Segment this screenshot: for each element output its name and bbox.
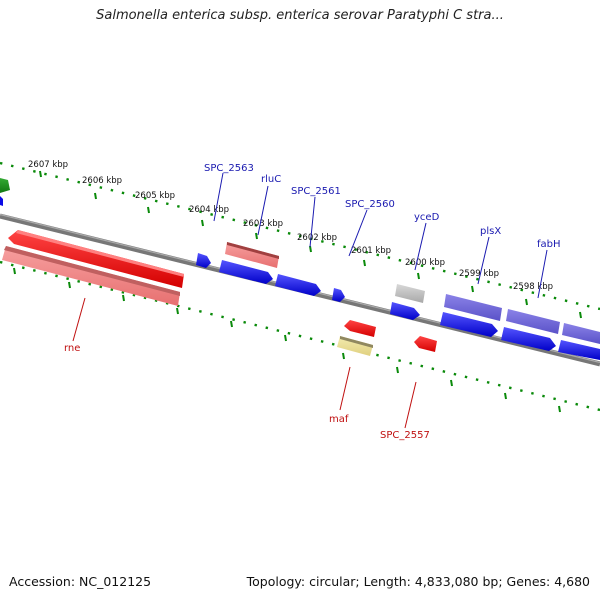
gene-blue-edge-right[interactable] (558, 340, 600, 360)
major-tick (284, 334, 287, 342)
major-tick (39, 170, 42, 178)
major-tick (255, 232, 258, 240)
leader-spc2560 (348, 209, 368, 257)
gene-green[interactable] (0, 178, 10, 193)
gene-red-small[interactable] (344, 320, 376, 337)
gene-rne[interactable] (8, 230, 184, 288)
major-tick (176, 307, 179, 315)
leader-plsx (477, 236, 490, 285)
major-tick (363, 259, 366, 267)
major-tick (558, 405, 561, 413)
gene-plsx-purple[interactable] (444, 294, 502, 321)
tick-label: 2606 kbp (82, 176, 122, 186)
tick-label: 2603 kbp (243, 219, 283, 229)
gene-maf[interactable] (337, 336, 373, 356)
tick-label: 2602 kbp (297, 233, 337, 243)
tick-label: 2600 kbp (405, 258, 445, 268)
gene-label[interactable]: rluC (261, 174, 281, 185)
gene-rne-upper-shade (16, 230, 184, 277)
scale-line-top (0, 161, 600, 311)
major-tick (230, 320, 233, 328)
major-tick (525, 298, 528, 306)
leader-fabh (537, 249, 548, 299)
tick-label: 2599 kbp (459, 269, 499, 279)
leader-spc2557 (404, 381, 417, 429)
gene-label[interactable]: plsX (480, 226, 501, 237)
tick-label: 2605 kbp (135, 191, 175, 201)
leader-spc2561 (309, 196, 316, 248)
gene-label[interactable]: SPC_2557 (380, 430, 430, 441)
accession-label: Accession: NC_012125 (9, 574, 152, 589)
leader-yced (414, 222, 427, 271)
major-tick (579, 311, 582, 319)
gene-label[interactable]: SPC_2560 (345, 199, 395, 210)
gene-spc2557[interactable] (414, 336, 437, 352)
major-tick (68, 281, 71, 289)
major-tick (122, 294, 125, 302)
gene-pink-long-shade (4, 246, 180, 296)
gene-label[interactable]: SPC_2563 (204, 163, 254, 174)
major-tick (396, 366, 399, 374)
gene-blue-edge[interactable] (0, 196, 3, 206)
major-tick (450, 379, 453, 387)
gene-spc2563[interactable] (196, 253, 211, 268)
gene-fabh[interactable] (501, 327, 556, 351)
gene-label[interactable]: yceD (414, 212, 440, 223)
leader-maf (339, 366, 351, 411)
gene-label[interactable]: SPC_2561 (291, 186, 341, 197)
gene-spc2561[interactable] (275, 274, 321, 296)
major-tick (342, 352, 345, 360)
gene-rluc-pink-shade (227, 242, 279, 259)
gene-rluc[interactable] (219, 260, 273, 284)
gene-yced-gray[interactable] (395, 284, 425, 303)
major-tick (94, 192, 97, 200)
major-tick (13, 267, 16, 275)
tick-label: 2604 kbp (189, 205, 229, 215)
leader-rne (72, 297, 86, 342)
map-title: Salmonella enterica subsp. enterica sero… (96, 8, 504, 23)
gene-maf-shade (340, 336, 373, 348)
major-tick (471, 285, 474, 293)
gene-rluc-pink[interactable] (225, 242, 279, 268)
gene-purple-edge[interactable] (562, 323, 600, 344)
tick-label: 2598 kbp (513, 282, 553, 292)
gene-yced[interactable] (390, 302, 420, 320)
gene-fabh-purple[interactable] (506, 309, 560, 334)
gene-label[interactable]: rne (64, 343, 80, 354)
major-tick (504, 392, 507, 400)
major-tick (417, 272, 420, 280)
gene-plsx[interactable] (440, 312, 498, 337)
leader-spc2563 (213, 172, 224, 222)
leader-rluc (257, 185, 269, 236)
gene-label[interactable]: maf (329, 414, 349, 425)
scale-line-bottom (0, 260, 600, 412)
gene-label[interactable]: fabH (537, 239, 561, 250)
tick-label: 2601 kbp (351, 246, 391, 256)
topology-label: Topology: circular; Length: 4,833,080 bp… (246, 574, 590, 589)
tick-label: 2607 kbp (28, 160, 68, 170)
gene-spc2560[interactable] (332, 288, 345, 302)
major-tick (201, 219, 204, 227)
major-tick (147, 206, 150, 214)
